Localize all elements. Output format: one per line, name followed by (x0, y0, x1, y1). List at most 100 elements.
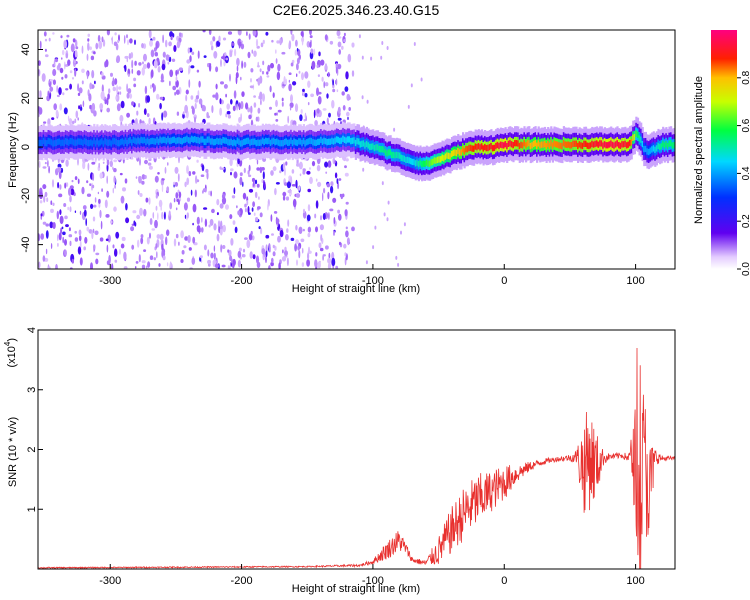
colorbar-tick-label: 0.0 (741, 262, 750, 276)
ridge-cell (439, 156, 443, 163)
ridge-cell (266, 138, 269, 145)
noise-speckle (302, 228, 305, 232)
noise-speckle (146, 113, 150, 118)
ridge-cell (290, 137, 293, 144)
y-tick-label: 20 (20, 92, 32, 104)
ridge-cell (110, 140, 113, 147)
ridge-cell (651, 146, 654, 153)
ridge-cell (553, 140, 556, 147)
ridge-cell (573, 140, 577, 147)
noise-speckle (148, 165, 153, 170)
noise-speckle (137, 190, 140, 195)
ridge-cell (277, 139, 280, 146)
noise-speckle (251, 177, 256, 183)
noise-speckle (257, 107, 261, 114)
ridge-cell (476, 144, 479, 151)
noise-speckle (337, 63, 342, 70)
noise-speckle (294, 243, 297, 252)
noise-speckle (134, 39, 136, 45)
noise-speckle (48, 37, 51, 42)
ridge-cell (499, 141, 502, 148)
noise-speckle (303, 118, 306, 122)
ridge-cell (307, 138, 310, 145)
ridge-cell (567, 141, 570, 148)
noise-speckle (139, 157, 141, 166)
ridge-cell (558, 142, 561, 149)
ridge-cell (276, 138, 279, 145)
ridge-cell (137, 137, 140, 144)
noise-speckle (237, 250, 242, 258)
noise-speckle (208, 63, 212, 72)
noise-speckle (161, 243, 164, 251)
noise-speckle (166, 262, 169, 267)
noise-speckle (44, 257, 49, 262)
noise-speckle (131, 101, 135, 106)
noise-speckle (194, 189, 197, 198)
noise-speckle (315, 252, 318, 257)
noise-speckle (150, 69, 154, 78)
ridge-cell (154, 138, 157, 145)
ridge-cell (417, 161, 420, 168)
noise-speckle (61, 226, 64, 230)
ridge-cell (435, 157, 438, 164)
y-tick-label: 3 (26, 387, 38, 393)
ridge-cell (247, 137, 250, 144)
noise-speckle (74, 118, 77, 124)
noise-speckle (99, 237, 104, 242)
ridge-cell (670, 140, 673, 147)
noise-speckle (286, 181, 291, 189)
x-tick-label: -100 (362, 275, 384, 287)
noise-speckle (105, 238, 109, 242)
noise-speckle (91, 230, 94, 240)
ridge-cell (389, 149, 392, 156)
ridge-cell (398, 152, 402, 159)
noise-speckle (277, 235, 281, 243)
noise-speckle (317, 261, 321, 269)
ridge-cell (531, 142, 534, 149)
ridge-cell (413, 158, 416, 166)
noise-speckle (229, 73, 231, 82)
noise-speckle (130, 52, 134, 59)
noise-speckle (257, 77, 261, 86)
noise-speckle (196, 159, 199, 163)
ridge-cell (201, 136, 205, 143)
ridge-cell (257, 139, 260, 146)
noise-speckle (89, 183, 92, 187)
noise-speckle (42, 184, 47, 190)
noise-speckle (257, 206, 261, 210)
noise-speckle (174, 91, 176, 96)
noise-speckle (218, 35, 221, 43)
ridge-cell (430, 159, 433, 166)
ridge-cell (450, 150, 454, 158)
noise-speckle (286, 257, 289, 267)
noise-speckle (262, 93, 265, 102)
noise-speckle (343, 243, 347, 249)
noise-speckle (290, 30, 293, 35)
ridge-cell (599, 140, 602, 147)
noise-speckle (258, 226, 261, 230)
ridge-cell (416, 159, 419, 166)
noise-speckle (258, 196, 260, 200)
noise-speckle (319, 224, 324, 231)
noise-speckle (276, 40, 280, 44)
ridge-cell (255, 140, 258, 147)
noise-speckle (48, 80, 51, 84)
noise-speckle (49, 221, 54, 229)
noise-speckle (233, 171, 238, 179)
ridge-cell (194, 136, 197, 143)
colorbar-tick-label: 0.6 (741, 118, 750, 132)
noise-speckle (133, 83, 137, 88)
noise-speckle (77, 246, 82, 255)
noise-speckle (88, 93, 92, 102)
ridge-cell (142, 137, 145, 144)
noise-speckle (212, 36, 216, 42)
noise-speckle (343, 39, 346, 43)
ridge-cell (493, 144, 496, 151)
ridge-cell (183, 137, 186, 144)
ridge-cell (64, 138, 67, 145)
ridge-cell (108, 139, 112, 146)
noise-speckle (338, 241, 342, 246)
noise-speckle (243, 61, 247, 68)
noise-speckle (77, 178, 80, 185)
noise-speckle (249, 251, 253, 259)
